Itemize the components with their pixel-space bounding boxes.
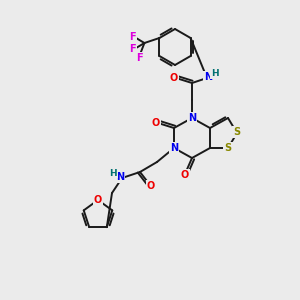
Text: N: N: [170, 143, 178, 153]
Text: O: O: [147, 181, 155, 191]
Text: O: O: [152, 118, 160, 128]
Text: F: F: [129, 44, 136, 54]
Text: S: S: [233, 127, 241, 137]
Text: O: O: [94, 195, 102, 205]
Text: H: H: [109, 169, 117, 178]
Text: F: F: [129, 32, 136, 42]
Text: N: N: [116, 172, 124, 182]
Text: S: S: [224, 143, 232, 153]
Text: N: N: [204, 72, 212, 82]
Text: H: H: [211, 70, 219, 79]
Text: O: O: [170, 73, 178, 83]
Text: N: N: [188, 113, 196, 123]
Text: F: F: [136, 53, 143, 63]
Text: O: O: [181, 170, 189, 180]
